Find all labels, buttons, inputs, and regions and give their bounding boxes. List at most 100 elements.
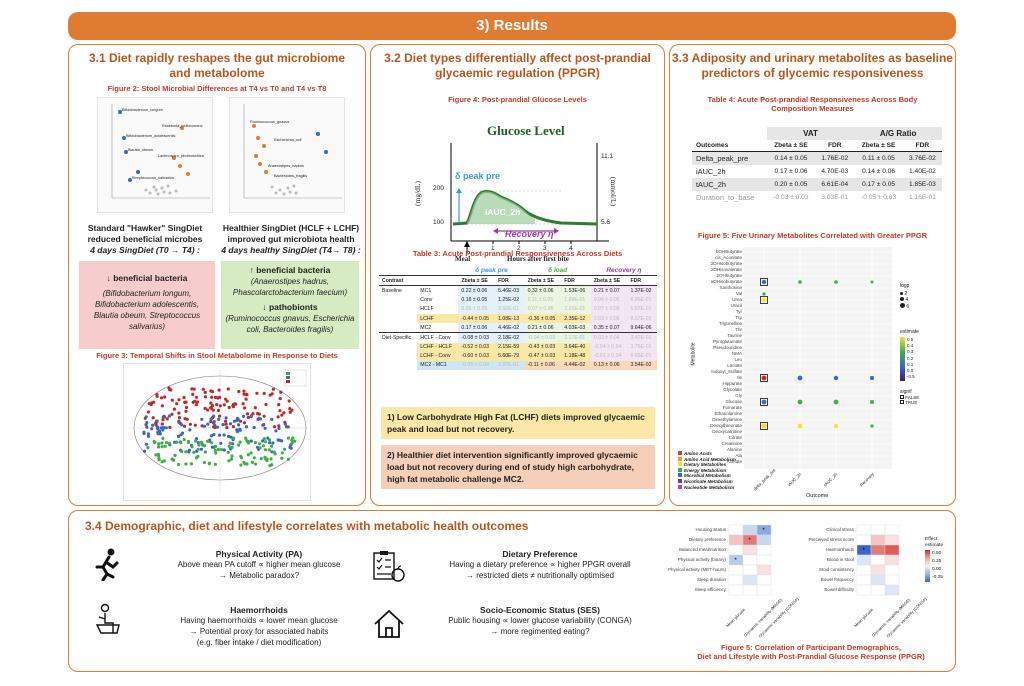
volcano-left-label: Roseburia_inulinivorans xyxy=(162,124,203,128)
metabolite-label: Deoxycarnitine xyxy=(712,429,742,434)
pca-point xyxy=(238,419,243,423)
table-4-header: FDR xyxy=(827,142,842,149)
pca-point xyxy=(194,403,198,407)
haemorrhoids-item: Haemorrhoids Having haemorrhoids ∝ lower… xyxy=(180,605,338,647)
pca-point xyxy=(227,434,231,438)
table-4-title: Table 4: Acute Post-prandial Responsiven… xyxy=(707,95,918,113)
pca-point xyxy=(241,414,246,418)
metabolite-label: Pyroglutamate xyxy=(712,339,742,344)
pca-point xyxy=(212,433,216,437)
pca-point xyxy=(213,462,217,466)
table-3-cell: 0.16 ± 0.05 xyxy=(458,295,496,305)
table-3-cell: -0.36 ± 0.05 xyxy=(524,313,562,324)
pca-point xyxy=(228,441,232,445)
significance-star: * xyxy=(863,548,866,554)
pca-point xyxy=(263,455,267,459)
increased-bacteria-box: ↑ beneficial bacteria (Anaerostipes hadr… xyxy=(221,261,359,349)
heatmap-cell xyxy=(884,584,900,596)
pca-point xyxy=(180,449,184,454)
table-3-cell: 0.11 ± 0.05 xyxy=(524,295,562,305)
pca-point xyxy=(201,387,205,391)
pca-point xyxy=(160,422,164,426)
heatmap-cell xyxy=(870,524,886,536)
volcano-left-label: Streptococcus_salivarius xyxy=(132,176,174,180)
auc-label: iAUC_2h xyxy=(485,207,521,217)
pca-point xyxy=(189,462,193,466)
pca-point xyxy=(283,447,287,451)
physical-activity-item: Physical Activity (PA) Above mean PA cut… xyxy=(177,549,341,580)
pca-point xyxy=(206,408,210,412)
metabolite-dot xyxy=(761,423,767,429)
category-legend-item: Amino Acid Metabolism xyxy=(678,456,736,463)
category-swatch xyxy=(678,456,682,461)
table-3-cell: 1.37E-02 xyxy=(627,285,657,296)
pca-point xyxy=(212,420,216,424)
heatmap-cell xyxy=(884,564,900,576)
pca-point xyxy=(255,445,260,449)
pca-point xyxy=(226,387,230,391)
metabolite-dot xyxy=(761,279,767,285)
heatmap-cell xyxy=(856,564,872,576)
pca-point xyxy=(216,408,221,412)
metabolite-label: Tyr xyxy=(735,309,742,314)
heatmap-cell xyxy=(870,574,886,586)
pca-point xyxy=(183,417,187,421)
socio-economic-item: Socio-Economic Status (SES) Public housi… xyxy=(448,605,632,636)
category-swatch xyxy=(678,467,682,472)
pca-point xyxy=(290,438,294,442)
heatmap-cell xyxy=(756,564,772,576)
table-3-header: Contrast xyxy=(382,277,404,284)
pca-point xyxy=(172,407,176,411)
table-3-cell: LCHF - HCLF xyxy=(417,342,459,352)
table-3-row: MC2 0.17 ± 0.06 4.46E-02 0.21 ± 0.06 4.03E-0… xyxy=(379,323,657,333)
pca-point xyxy=(252,456,256,460)
pca-point xyxy=(244,436,248,440)
metabolite-label: Uracil xyxy=(730,303,742,308)
toilet-person-icon xyxy=(93,603,123,640)
table-4-header: Outcomes xyxy=(696,142,729,149)
running-icon xyxy=(93,547,121,586)
volcano-left-svg xyxy=(111,104,210,199)
heatmap-row-label: Physical activity (binary) xyxy=(677,557,726,562)
pca-point xyxy=(244,397,248,401)
pca-point xyxy=(252,425,256,430)
pca-point xyxy=(231,442,235,446)
table-4-cell: 0.20 ± 0.05 xyxy=(774,181,808,188)
table-3-cell: -0.44 ± 0.05 xyxy=(458,313,496,324)
pca-point xyxy=(176,434,181,438)
pca-point xyxy=(286,436,290,440)
metabolite-label: Dimethylamine xyxy=(712,417,742,422)
heatmap-row-label: Haemorrhoids xyxy=(825,547,854,552)
pca-point xyxy=(202,424,206,428)
pca-point xyxy=(203,450,207,454)
x-tick: 2 xyxy=(517,245,521,252)
pca-point xyxy=(232,436,236,440)
pca-point xyxy=(256,412,260,416)
metabolite-label: Xanthosine xyxy=(719,285,742,290)
pca-point xyxy=(247,440,251,444)
pca-point xyxy=(177,411,181,415)
table-3-cell: 1.89E-01 xyxy=(561,295,591,305)
pca-point xyxy=(277,403,281,407)
pca-point xyxy=(271,441,275,445)
y-tick-right: 5.6 xyxy=(601,219,611,226)
pca-point xyxy=(267,438,272,442)
pca-point xyxy=(283,422,287,426)
table-3-cell: 2.35E-12 xyxy=(561,313,591,324)
pca-point xyxy=(154,419,158,423)
pca-point xyxy=(188,428,192,432)
pca-point xyxy=(227,459,231,463)
pca-point xyxy=(219,448,224,452)
pca-point xyxy=(224,416,228,420)
heatmap-cell xyxy=(870,584,886,596)
metabolite-label: 2OHisovalerate xyxy=(710,267,742,272)
pca-point xyxy=(175,402,179,406)
heatmap-cell xyxy=(884,524,900,536)
meal-label: Meal xyxy=(455,255,471,263)
pca-point xyxy=(242,389,246,393)
pca-point xyxy=(212,414,216,418)
pca-point xyxy=(199,440,204,444)
volcano-right-label: Bacteroides_fragilis xyxy=(274,174,308,178)
section-3-4-title: 3.4 Demographic, diet and lifestyle corr… xyxy=(85,519,529,533)
pca-point xyxy=(274,429,278,433)
